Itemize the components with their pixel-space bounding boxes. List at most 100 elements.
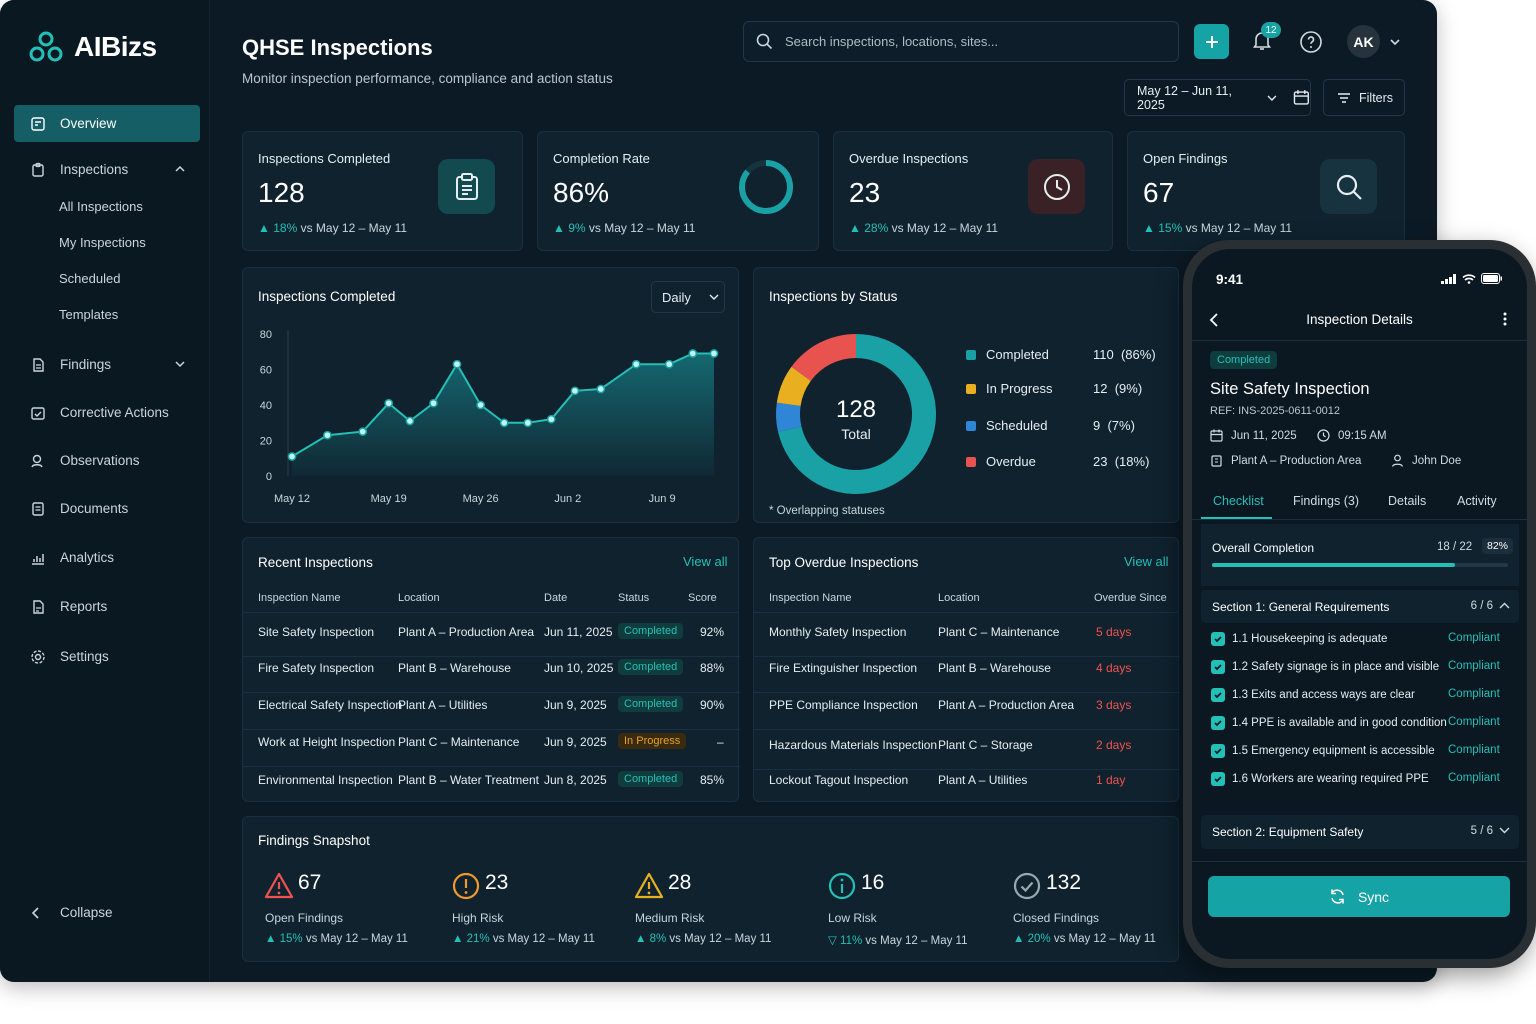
chevron-up-icon[interactable] bbox=[174, 163, 186, 175]
brand-logo[interactable]: AIBizs bbox=[28, 30, 157, 64]
add-button[interactable] bbox=[1194, 24, 1229, 59]
tab-details[interactable]: Details bbox=[1388, 494, 1427, 508]
period-select[interactable]: Daily bbox=[651, 281, 725, 313]
data-point[interactable] bbox=[570, 386, 580, 396]
sidebar-item-corrective-actions[interactable]: Corrective Actions bbox=[14, 394, 200, 431]
view-all-link[interactable]: View all bbox=[683, 554, 728, 569]
data-point[interactable] bbox=[499, 418, 509, 428]
sidebar-item-documents[interactable]: Documents bbox=[14, 490, 200, 527]
section-2-header[interactable]: Section 2: Equipment Safety 5 / 6 bbox=[1201, 815, 1519, 849]
data-point[interactable] bbox=[452, 359, 462, 369]
search-input[interactable] bbox=[785, 34, 1165, 49]
checkbox[interactable] bbox=[1211, 716, 1225, 730]
inspection-date: Jun 11, 2025 bbox=[544, 625, 613, 639]
checklist-item[interactable]: 1.1 Housekeeping is adequate bbox=[1211, 632, 1387, 646]
finding-stat[interactable]: 28 Medium Risk ▲ 8% vs May 12 – May 11 bbox=[628, 867, 808, 957]
kpi-delta-value: 15% bbox=[1158, 221, 1183, 235]
checkbox[interactable] bbox=[1211, 632, 1225, 646]
sidebar-item-observations[interactable]: Observations bbox=[14, 442, 200, 479]
sidebar-item-findings[interactable]: Findings bbox=[14, 346, 200, 383]
donut-slice-overdue[interactable] bbox=[791, 334, 856, 381]
sidebar-item-overview[interactable]: Overview bbox=[14, 105, 200, 142]
chevron-down-icon[interactable] bbox=[1389, 37, 1401, 47]
table-row[interactable]: Monthly Safety Inspection Plant C – Maint… bbox=[754, 622, 1180, 657]
table-row[interactable]: Environmental Inspection Plant B – Water … bbox=[243, 770, 740, 800]
table-row[interactable]: Work at Height Inspection Plant C – Maint… bbox=[243, 732, 740, 767]
table-row[interactable]: Electrical Safety Inspection Plant A – Ut… bbox=[243, 695, 740, 730]
checklist-item[interactable]: 1.6 Workers are wearing required PPE bbox=[1211, 772, 1429, 786]
back-icon[interactable] bbox=[1209, 313, 1219, 327]
finding-stat[interactable]: 16 Low Risk ▽ 11% vs May 12 – May 11 bbox=[821, 867, 1001, 957]
donut-slice-completed[interactable] bbox=[778, 334, 936, 494]
data-point[interactable] bbox=[384, 398, 394, 408]
table-row[interactable]: Fire Safety Inspection Plant B – Warehous… bbox=[243, 658, 740, 693]
checklist-item[interactable]: 1.3 Exits and access ways are clear bbox=[1211, 688, 1415, 702]
collapse-button[interactable]: Collapse bbox=[30, 905, 113, 920]
donut-slice-in-progress[interactable] bbox=[776, 366, 811, 407]
checkbox[interactable] bbox=[1211, 688, 1225, 702]
table-row[interactable]: Hazardous Materials Inspection Plant C – … bbox=[754, 735, 1180, 770]
checkbox[interactable] bbox=[1211, 772, 1225, 786]
kpi-card-completion-rate[interactable]: Completion Rate 86% ▲ 9% vs May 12 – May… bbox=[537, 131, 819, 251]
section-1-header[interactable]: Section 1: General Requirements 6 / 6 bbox=[1201, 590, 1519, 623]
finding-stat[interactable]: 23 High Risk ▲ 21% vs May 12 – May 11 bbox=[445, 867, 625, 957]
data-point[interactable] bbox=[596, 384, 606, 394]
sidebar-subitem-my-inspections[interactable]: My Inspections bbox=[59, 234, 146, 250]
tab-findings[interactable]: Findings (3) bbox=[1293, 494, 1359, 508]
kpi-card-open-findings[interactable]: Open Findings 67 ▲ 15% vs May 12 – May 1… bbox=[1127, 131, 1405, 251]
column-header[interactable]: Location bbox=[938, 592, 980, 604]
help-icon[interactable] bbox=[1299, 30, 1323, 54]
column-header[interactable]: Status bbox=[618, 592, 650, 604]
table-row[interactable]: PPE Compliance Inspection Plant A – Produ… bbox=[754, 695, 1180, 730]
data-point[interactable] bbox=[631, 359, 641, 369]
data-point[interactable] bbox=[358, 427, 368, 436]
sidebar-item-settings[interactable]: Settings bbox=[14, 638, 200, 675]
sidebar-subitem-templates[interactable]: Templates bbox=[59, 306, 119, 322]
checklist-item[interactable]: 1.5 Emergency equipment is accessible bbox=[1211, 744, 1435, 758]
kpi-card-inspections-completed[interactable]: Inspections Completed 128 ▲ 18% vs May 1… bbox=[242, 131, 523, 251]
sync-button[interactable]: Sync bbox=[1208, 876, 1510, 917]
data-point[interactable] bbox=[709, 349, 719, 358]
kpi-card-overdue-inspections[interactable]: Overdue Inspections 23 ▲ 28% vs May 12 –… bbox=[833, 131, 1113, 251]
column-header[interactable]: Inspection Name bbox=[769, 592, 852, 604]
column-header[interactable]: Score bbox=[688, 592, 717, 604]
sidebar-subitem-scheduled[interactable]: Scheduled bbox=[59, 270, 121, 286]
column-header[interactable]: Date bbox=[544, 592, 568, 604]
view-all-link[interactable]: View all bbox=[1124, 554, 1169, 569]
data-point[interactable] bbox=[523, 418, 533, 428]
more-vertical-icon[interactable] bbox=[1503, 312, 1507, 326]
checkbox[interactable] bbox=[1211, 744, 1225, 758]
tab-activity[interactable]: Activity bbox=[1457, 494, 1497, 508]
checklist-item[interactable]: 1.4 PPE is available and in good conditi… bbox=[1211, 716, 1447, 730]
inspection-name: Fire Extinguisher Inspection bbox=[769, 661, 918, 675]
date-range-picker[interactable]: May 12 – Jun 11, 2025 bbox=[1124, 79, 1311, 116]
table-row[interactable]: Site Safety Inspection Plant A – Producti… bbox=[243, 622, 740, 657]
checkbox[interactable] bbox=[1211, 660, 1225, 674]
table-row[interactable]: Lockout Tagout Inspection Plant A – Utili… bbox=[754, 770, 1180, 800]
data-point[interactable] bbox=[287, 452, 297, 461]
column-header[interactable]: Location bbox=[398, 592, 440, 604]
checklist-item[interactable]: 1.2 Safety signage is in place and visib… bbox=[1211, 660, 1439, 674]
sidebar-subitem-all-inspections[interactable]: All Inspections bbox=[59, 198, 143, 214]
chevron-down-icon[interactable] bbox=[174, 358, 186, 370]
filters-button[interactable]: Filters bbox=[1323, 79, 1405, 116]
data-point[interactable] bbox=[429, 398, 438, 408]
finding-stat[interactable]: 132 Closed Findings ▲ 20% vs May 12 – May … bbox=[1006, 867, 1186, 957]
sidebar-item-inspections[interactable]: Inspections bbox=[14, 151, 200, 188]
data-point[interactable] bbox=[405, 416, 415, 426]
finding-stat[interactable]: 67 Open Findings ▲ 15% vs May 12 – May 11 bbox=[258, 867, 438, 957]
data-point[interactable] bbox=[323, 430, 332, 440]
avatar[interactable]: AK bbox=[1347, 25, 1380, 58]
donut-slice-scheduled[interactable] bbox=[776, 402, 802, 432]
column-header[interactable]: Inspection Name bbox=[258, 592, 341, 604]
data-point[interactable] bbox=[476, 400, 485, 410]
data-point[interactable] bbox=[664, 359, 674, 369]
data-point[interactable] bbox=[546, 414, 556, 424]
column-header[interactable]: Overdue Since bbox=[1094, 592, 1167, 604]
data-point[interactable] bbox=[688, 349, 698, 358]
tab-checklist[interactable]: Checklist bbox=[1213, 494, 1264, 508]
sidebar-item-reports[interactable]: Reports bbox=[14, 588, 200, 625]
table-row[interactable]: Fire Extinguisher Inspection Plant B – Wa… bbox=[754, 658, 1180, 693]
chevron-down-icon bbox=[1267, 95, 1277, 101]
sidebar-item-analytics[interactable]: Analytics bbox=[14, 539, 200, 576]
